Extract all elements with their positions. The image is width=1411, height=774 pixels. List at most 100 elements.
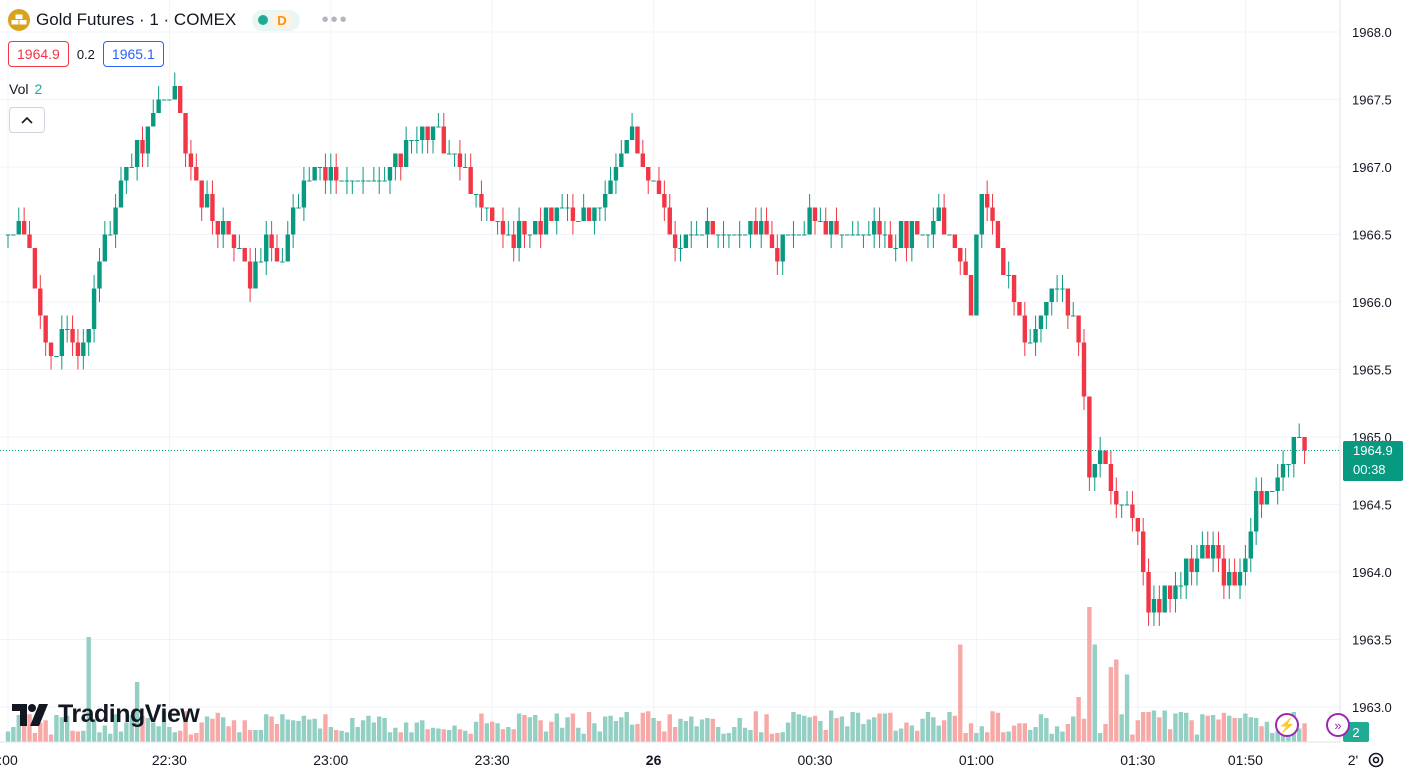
last-price-value: 1964.9 <box>1353 443 1393 458</box>
candle-body <box>1006 275 1011 276</box>
volume-bar <box>371 722 377 742</box>
volume-bar <box>5 731 11 742</box>
volume-bar <box>393 727 398 742</box>
volume-bar <box>1092 644 1097 742</box>
time-tick-label: 2' <box>1348 752 1358 768</box>
volume-bar <box>11 727 16 742</box>
volume-bar <box>317 728 323 742</box>
candle-body <box>366 180 371 182</box>
volume-bar <box>898 728 904 742</box>
candle-body <box>602 194 608 208</box>
volume-bar <box>290 720 296 742</box>
volume-bar <box>602 716 608 742</box>
candle-body <box>1205 545 1210 559</box>
price-tick-label: 1965.5 <box>1352 363 1392 378</box>
candle-body <box>941 207 947 235</box>
candle-body <box>490 207 495 221</box>
volume-bar <box>597 731 602 742</box>
volume-bar <box>527 717 533 742</box>
volume-bar <box>672 727 678 742</box>
spread-value: 0.2 <box>76 46 95 62</box>
volume-bar <box>328 727 333 742</box>
volume-bar <box>592 723 597 742</box>
candle-body <box>1135 518 1140 532</box>
candle-body <box>554 207 559 221</box>
candle-body <box>446 153 452 155</box>
volume-bar <box>140 715 145 742</box>
candle-body <box>1253 491 1259 532</box>
candle-body <box>1210 545 1216 559</box>
candle-body <box>1140 531 1146 572</box>
volume-bar <box>968 723 974 742</box>
candle-body <box>619 153 624 167</box>
collapse-legend-button[interactable] <box>9 107 45 133</box>
volume-bar <box>194 733 199 742</box>
candle-body <box>764 221 769 235</box>
volume-bar <box>662 731 667 742</box>
volume-bar <box>1173 713 1178 742</box>
candle-body <box>915 221 920 235</box>
bid-ask-panel: 1964.9 0.2 1965.1 <box>8 41 164 67</box>
volume-bar <box>624 712 629 742</box>
gear-icon[interactable] <box>1366 750 1386 770</box>
candle-body <box>651 180 656 182</box>
volume-bar <box>280 714 285 742</box>
candle-body <box>1065 288 1071 316</box>
candle-body <box>1081 342 1087 397</box>
candle-body <box>613 167 619 181</box>
chart-grid <box>0 0 1354 742</box>
candle-body <box>1178 585 1184 587</box>
volume-bar <box>974 733 979 742</box>
volume-bar <box>715 727 721 742</box>
sell-price-button[interactable]: 1964.9 <box>8 41 69 67</box>
candle-body <box>140 140 145 154</box>
volume-bar <box>511 729 516 742</box>
volume-bar <box>258 730 264 742</box>
candle-body <box>640 153 646 167</box>
volume-bar <box>1151 710 1157 742</box>
volume-bar <box>538 720 543 742</box>
lightning-icon[interactable]: ⚡ <box>1275 713 1299 737</box>
volume-bar <box>1049 733 1054 742</box>
volume-bar <box>70 730 75 742</box>
candle-body <box>936 207 941 221</box>
candle-body <box>861 234 866 236</box>
candle-body <box>377 180 382 182</box>
candle-body <box>1184 558 1189 586</box>
candle-body <box>344 180 350 182</box>
chevron-pair-icon[interactable]: » <box>1326 713 1350 737</box>
market-badge: D <box>272 11 292 29</box>
candle-body <box>522 221 527 235</box>
candle-body <box>129 167 134 168</box>
volume-bar <box>1200 714 1205 742</box>
volume-bar <box>1054 726 1060 742</box>
volume-bar <box>678 718 683 742</box>
volume-legend[interactable]: Vol 2 <box>9 81 42 97</box>
buy-price-button[interactable]: 1965.1 <box>102 41 164 67</box>
candle-body <box>904 221 909 248</box>
candle-body <box>1097 450 1103 464</box>
candle-body <box>742 234 748 236</box>
candle-body <box>27 234 32 248</box>
volume-bar <box>775 733 780 742</box>
symbol-title[interactable]: Gold Futures · 1 · COMEX <box>36 10 237 29</box>
more-icon[interactable]: ••• <box>321 8 349 31</box>
tradingview-logo[interactable]: TradingView <box>12 700 200 729</box>
candle-body <box>909 221 915 248</box>
candle-body <box>565 207 570 209</box>
volume-bar <box>1022 723 1028 742</box>
candle-body <box>882 234 888 236</box>
volume-bar <box>377 716 382 742</box>
candle-body <box>253 261 258 289</box>
candle-body <box>473 194 479 195</box>
symbol-header[interactable]: Gold Futures · 1 · COMEX D ••• <box>8 7 349 33</box>
candle-body <box>834 221 839 235</box>
candle-body <box>732 234 737 236</box>
candle-body <box>839 234 845 236</box>
volume-bar <box>721 733 726 742</box>
candle-body <box>1232 572 1237 586</box>
market-status[interactable]: D <box>252 9 300 31</box>
candle-body <box>581 207 586 221</box>
candle-body <box>81 342 86 356</box>
